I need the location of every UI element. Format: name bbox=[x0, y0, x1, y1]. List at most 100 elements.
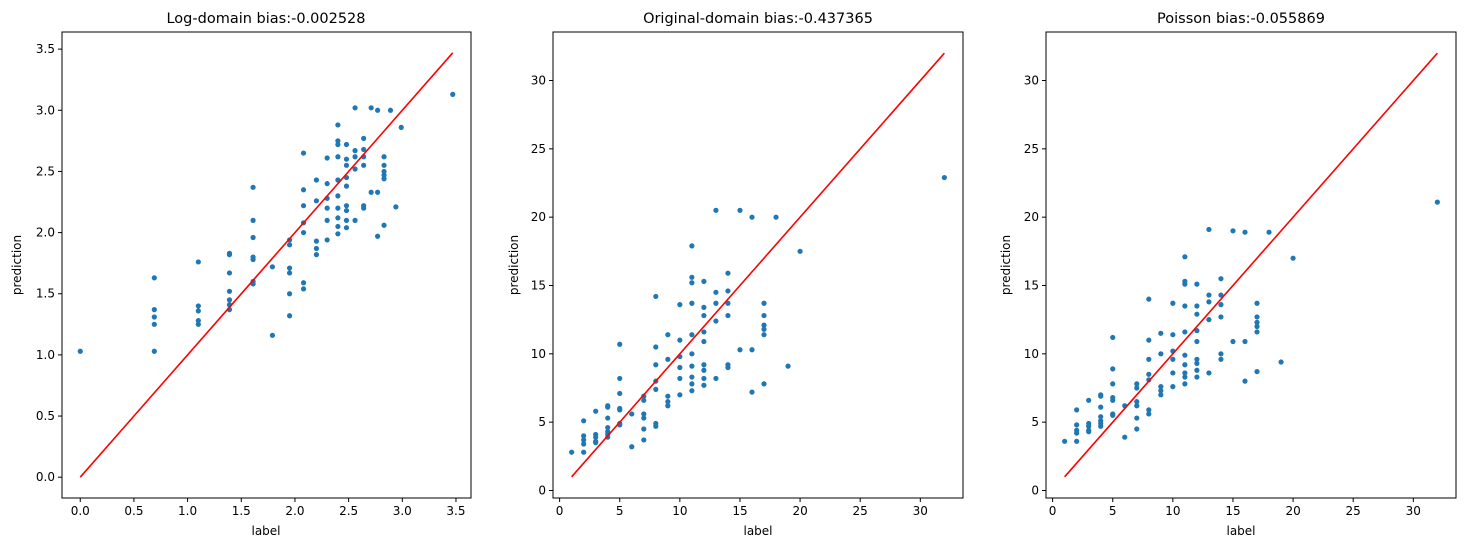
data-point bbox=[761, 312, 767, 319]
data-point bbox=[1134, 399, 1140, 405]
data-point bbox=[605, 425, 611, 431]
data-point bbox=[1158, 392, 1164, 398]
data-point bbox=[1134, 385, 1140, 391]
data-point bbox=[250, 234, 256, 241]
data-point bbox=[593, 434, 599, 440]
data-point bbox=[1098, 423, 1104, 429]
data-point bbox=[1170, 332, 1176, 338]
y-tick-label: 1.5 bbox=[36, 287, 55, 301]
data-point bbox=[725, 270, 731, 276]
data-point bbox=[269, 264, 275, 270]
data-point bbox=[605, 404, 611, 410]
data-point bbox=[713, 289, 719, 295]
data-point bbox=[343, 183, 350, 189]
data-point bbox=[653, 386, 659, 392]
data-point bbox=[343, 141, 350, 148]
data-point bbox=[665, 399, 671, 405]
y-tick-label: 30 bbox=[1024, 74, 1039, 88]
y-tick-label: 20 bbox=[531, 210, 546, 224]
data-point bbox=[1074, 438, 1080, 444]
subplot-title: Poisson bias:-0.055869 bbox=[1157, 11, 1325, 27]
data-point bbox=[1158, 330, 1164, 336]
data-point bbox=[381, 154, 387, 160]
data-point bbox=[1194, 360, 1200, 366]
data-point bbox=[324, 237, 330, 243]
data-point bbox=[1086, 397, 1092, 403]
plot-frame bbox=[1045, 31, 1457, 499]
data-point bbox=[1110, 334, 1116, 341]
data-point bbox=[677, 375, 683, 382]
data-point bbox=[352, 217, 358, 223]
data-point bbox=[1242, 378, 1248, 384]
x-tick-label: 1.0 bbox=[178, 504, 197, 518]
data-point bbox=[195, 308, 201, 314]
data-point bbox=[1266, 229, 1272, 235]
y-axis-label: prediction bbox=[507, 235, 521, 295]
data-point bbox=[343, 203, 350, 209]
y-tick-label: 5 bbox=[1031, 415, 1039, 429]
data-point bbox=[629, 411, 635, 417]
data-point bbox=[195, 303, 201, 309]
data-point bbox=[313, 198, 320, 204]
data-point bbox=[1074, 407, 1080, 413]
data-point bbox=[749, 347, 755, 353]
data-point bbox=[195, 318, 201, 324]
data-point bbox=[352, 166, 358, 172]
data-point bbox=[324, 155, 330, 161]
data-point bbox=[335, 154, 341, 160]
data-point bbox=[713, 300, 719, 306]
data-point bbox=[761, 326, 767, 332]
data-point bbox=[361, 205, 367, 211]
data-point bbox=[1254, 314, 1260, 320]
data-point bbox=[1110, 381, 1116, 387]
data-point bbox=[689, 363, 695, 369]
data-point bbox=[1230, 338, 1236, 345]
data-point bbox=[1218, 351, 1224, 357]
x-axis-label: label bbox=[743, 524, 772, 538]
data-point bbox=[737, 347, 743, 353]
data-point bbox=[300, 187, 307, 193]
data-point bbox=[1086, 429, 1092, 435]
data-point bbox=[641, 411, 647, 417]
y-tick-label: 1.0 bbox=[36, 348, 55, 362]
data-point bbox=[300, 280, 307, 286]
data-point bbox=[1182, 329, 1188, 335]
data-point bbox=[1170, 300, 1176, 306]
data-point bbox=[1182, 381, 1188, 387]
data-point bbox=[250, 217, 256, 223]
data-point bbox=[335, 215, 341, 221]
data-point bbox=[151, 275, 157, 281]
data-point bbox=[593, 440, 599, 446]
data-point bbox=[689, 243, 695, 249]
data-point bbox=[701, 362, 707, 368]
data-point bbox=[1086, 423, 1092, 429]
data-point bbox=[324, 217, 330, 223]
data-point bbox=[387, 107, 394, 113]
y-tick-label: 15 bbox=[531, 278, 546, 292]
data-point bbox=[1170, 370, 1176, 376]
y-tick-label: 2.5 bbox=[36, 164, 55, 178]
y-tick-label: 30 bbox=[531, 74, 546, 88]
data-point bbox=[641, 415, 647, 421]
data-point bbox=[1254, 368, 1260, 375]
data-point bbox=[761, 381, 767, 387]
data-point bbox=[605, 415, 611, 421]
data-point bbox=[665, 332, 671, 338]
data-point bbox=[324, 205, 330, 211]
data-point bbox=[653, 293, 659, 300]
data-point bbox=[352, 148, 358, 154]
data-point bbox=[629, 444, 635, 450]
data-point bbox=[1158, 351, 1164, 357]
x-tick-label: 15 bbox=[732, 504, 747, 518]
data-point bbox=[725, 364, 731, 371]
data-point bbox=[1194, 367, 1200, 373]
data-point bbox=[286, 270, 293, 276]
data-point bbox=[286, 313, 293, 319]
data-point bbox=[269, 332, 275, 338]
data-point bbox=[1194, 303, 1200, 309]
data-point bbox=[677, 364, 683, 371]
data-point bbox=[77, 348, 83, 354]
data-point bbox=[151, 314, 157, 320]
reference-line bbox=[1064, 52, 1438, 478]
data-point bbox=[1242, 338, 1248, 345]
